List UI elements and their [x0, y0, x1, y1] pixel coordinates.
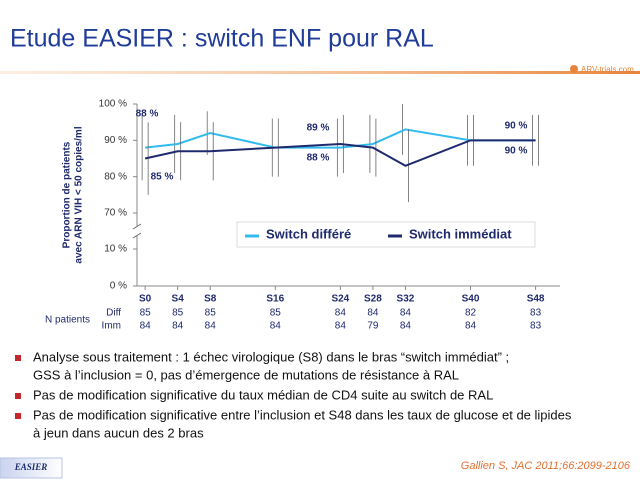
- table-cell: 84: [400, 308, 412, 319]
- table-cell: 85: [205, 308, 217, 319]
- y-axis-label: avec ARN VIH < 50 copies/ml: [74, 126, 85, 263]
- series-line: [145, 128, 536, 149]
- x-tick-label: S8: [204, 294, 217, 305]
- table-cell: 79: [367, 321, 379, 332]
- slide-title: Etude EASIER : switch ENF pour RAL: [10, 25, 434, 53]
- x-tick-label: S4: [172, 294, 185, 305]
- table-cell: 84: [465, 321, 477, 332]
- bullet-text: Analyse sous traitement : 1 échec virolo…: [33, 349, 509, 364]
- annotation: 89 %: [307, 123, 330, 134]
- table-cell: 82: [465, 308, 477, 319]
- bullet-list: Analyse sous traitement : 1 échec virolo…: [15, 349, 572, 440]
- y-tick-label: 70 %: [104, 208, 127, 219]
- bullet-text: à jeun dans aucun des 2 bras: [33, 425, 204, 440]
- series-line: [144, 139, 536, 167]
- bullet-marker: [15, 355, 21, 361]
- annotation: 88 %: [136, 109, 159, 120]
- annotation: 90 %: [505, 146, 528, 157]
- table-cell: 84: [205, 321, 217, 332]
- y-tick-label: 90 %: [104, 135, 127, 146]
- table-cell: 84: [270, 321, 282, 332]
- row-label: Imm: [102, 321, 121, 332]
- y-tick-label: 100 %: [99, 99, 127, 110]
- footer-tag-box: [0, 457, 63, 479]
- table-cell: 85: [172, 308, 184, 319]
- table-cell: 84: [140, 321, 152, 332]
- table-cell: 84: [335, 308, 347, 319]
- n-patients-table: N patients Diff 85 85 85 85 84 84 84 82 83 Imm 84 84 8…: [45, 308, 542, 332]
- axis-break: [132, 232, 142, 239]
- table-cell: 84: [400, 321, 412, 332]
- table-cell: 84: [172, 321, 184, 332]
- bullet-marker: [15, 393, 21, 399]
- x-tick-label: S40: [462, 294, 480, 305]
- annotation: 90 %: [505, 121, 528, 132]
- annotation: 85 %: [151, 172, 174, 183]
- title-rule: [0, 71, 640, 74]
- table-cell: 83: [530, 308, 542, 319]
- legend-label: Switch immédiat: [409, 226, 512, 241]
- x-tick-label: S32: [397, 294, 415, 305]
- y-tick-label: 0 %: [110, 281, 127, 292]
- bullet-text: Pas de modification significative entre …: [33, 407, 572, 422]
- axis-break: [132, 223, 142, 230]
- footer-tag: EASIER: [14, 462, 48, 472]
- x-tick-label: S48: [527, 294, 545, 305]
- logo-icon: [570, 65, 578, 73]
- x-tick-label: S16: [266, 294, 284, 305]
- x-tick-label: S0: [139, 294, 152, 305]
- y-tick-label: 80 %: [104, 171, 127, 182]
- y-tick-label: 10 %: [104, 244, 127, 255]
- row-label: Diff: [106, 308, 121, 319]
- x-tick-label: S28: [364, 294, 382, 305]
- legend-box: [236, 221, 536, 248]
- logo: ARV-trials.com: [581, 65, 634, 74]
- x-tick-label: S24: [331, 294, 349, 305]
- bullet-text: Pas de modification significative du tau…: [33, 387, 493, 402]
- table-cell: 85: [270, 308, 282, 319]
- table-label: N patients: [45, 315, 90, 326]
- table-cell: 84: [335, 321, 347, 332]
- table-cell: 83: [530, 321, 542, 332]
- bullet-marker: [15, 413, 21, 419]
- table-cell: 85: [140, 308, 152, 319]
- table-cell: 84: [367, 308, 379, 319]
- legend-label: Switch différé: [266, 226, 351, 241]
- annotation: 88 %: [307, 153, 330, 164]
- citation: Gallien S, JAC 2011;66:2099-2106: [461, 460, 631, 472]
- chart: Proportion de patients avec ARN VIH < 50 …: [62, 99, 560, 305]
- bullet-text: GSS à l’inclusion = 0, pas d’émergence d…: [33, 367, 459, 382]
- y-axis-label: Proportion de patients: [62, 141, 73, 248]
